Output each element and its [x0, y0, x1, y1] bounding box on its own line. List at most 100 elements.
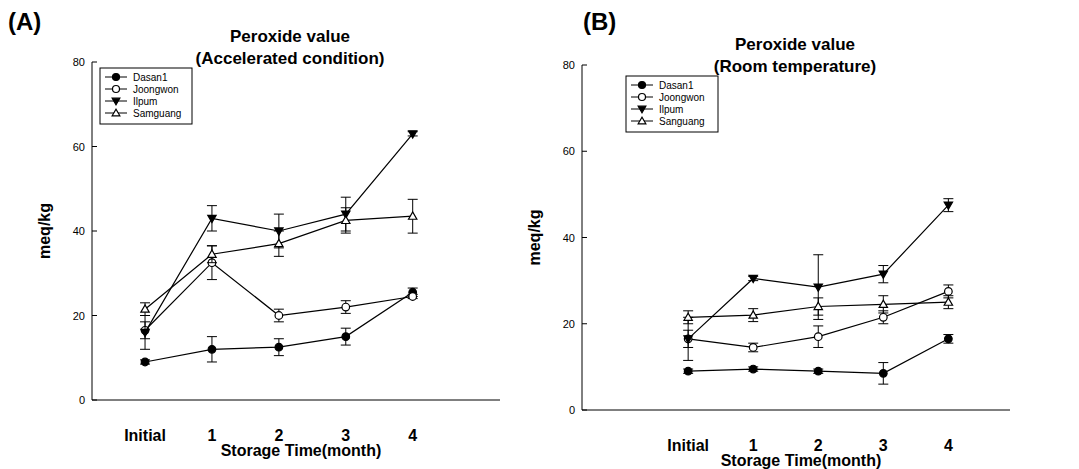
error-cap — [878, 362, 888, 363]
y-tick-label: 60 — [73, 141, 85, 153]
error-cap — [274, 321, 284, 322]
error-cap — [878, 312, 888, 313]
error-bar — [878, 311, 888, 324]
point — [141, 358, 149, 366]
plot-area — [140, 131, 418, 366]
error-cap — [274, 338, 284, 339]
error-bar — [878, 266, 888, 283]
error-bar — [943, 285, 953, 298]
error-bar — [813, 326, 823, 348]
point — [880, 313, 888, 321]
point — [944, 298, 952, 305]
error-bar — [341, 208, 351, 233]
y-tick-label: 80 — [563, 59, 575, 71]
error-bar — [341, 328, 351, 345]
error-cap — [878, 295, 888, 296]
legend-label: Joongwon — [133, 84, 179, 95]
error-bar — [748, 309, 758, 322]
error-cap — [274, 355, 284, 356]
y-tick-label: 60 — [563, 145, 575, 157]
error-bar — [878, 363, 888, 385]
point — [208, 250, 216, 257]
point — [208, 346, 216, 354]
error-cap — [813, 254, 823, 255]
error-cap — [683, 360, 693, 361]
error-cap — [341, 328, 351, 329]
error-cap — [878, 384, 888, 385]
y-tick — [582, 65, 587, 66]
point — [409, 131, 417, 138]
error-bar — [748, 343, 758, 352]
error-cap — [943, 211, 953, 212]
error-cap — [683, 310, 693, 311]
y-tick — [582, 323, 587, 324]
title: Peroxide value — [230, 27, 350, 46]
y-tick-label: 0 — [569, 404, 575, 416]
panel-label: (A) — [8, 8, 41, 35]
error-cap — [207, 245, 217, 246]
y-tick — [92, 146, 97, 147]
error-bar — [813, 298, 823, 315]
figure: (A)Peroxide value(Accelerated condition)… — [0, 0, 1079, 469]
x-tick-label: Initial — [124, 427, 166, 444]
error-cap — [813, 297, 823, 298]
legend-label: Joongwon — [659, 92, 705, 103]
series-line — [145, 134, 413, 333]
y-tick-label: 20 — [73, 310, 85, 322]
x-axis — [582, 410, 1010, 411]
legend-marker — [112, 109, 120, 116]
error-bar — [943, 335, 953, 344]
error-cap — [207, 245, 217, 246]
error-cap — [274, 231, 284, 232]
x-tick-label: 1 — [207, 427, 216, 444]
error-cap — [878, 265, 888, 266]
point — [342, 303, 350, 311]
series-line — [688, 205, 948, 339]
error-cap — [878, 323, 888, 324]
legend-marker — [113, 86, 120, 93]
point — [814, 333, 822, 341]
error-bar — [274, 339, 284, 356]
point — [409, 293, 417, 301]
error-cap — [341, 207, 351, 208]
error-cap — [813, 315, 823, 316]
error-bar — [207, 337, 217, 362]
legend-marker — [112, 98, 120, 105]
point — [749, 275, 757, 282]
error-bar — [140, 303, 150, 316]
point — [141, 305, 149, 312]
point — [684, 367, 692, 375]
error-bar — [207, 246, 217, 280]
y-axis-label: meq/kg — [36, 203, 53, 259]
point — [342, 333, 350, 341]
y-tick — [582, 151, 587, 152]
legend-label: Ilpum — [133, 96, 157, 107]
error-cap — [748, 321, 758, 322]
point — [684, 313, 692, 320]
error-cap — [813, 319, 823, 320]
point — [749, 311, 757, 318]
point — [749, 365, 757, 373]
error-cap — [207, 205, 217, 206]
legend-marker — [638, 106, 646, 113]
legend: Dasan1JoongwonIlpumSanguang — [626, 76, 718, 132]
error-cap — [341, 313, 351, 314]
error-cap — [408, 199, 418, 200]
error-bar — [207, 206, 217, 231]
y-axis-label: meq/kg — [526, 209, 543, 265]
point — [879, 300, 887, 307]
legend-marker — [639, 82, 646, 89]
legend-marker — [638, 117, 646, 124]
error-cap — [207, 336, 217, 337]
legend-marker — [113, 74, 120, 81]
point — [814, 302, 822, 309]
error-cap — [943, 198, 953, 199]
error-cap — [140, 302, 150, 303]
series-line — [688, 302, 948, 317]
error-bar — [943, 296, 953, 309]
legend-box — [626, 76, 718, 132]
point — [409, 212, 417, 219]
error-cap — [813, 325, 823, 326]
error-cap — [207, 231, 217, 232]
point — [749, 344, 757, 352]
